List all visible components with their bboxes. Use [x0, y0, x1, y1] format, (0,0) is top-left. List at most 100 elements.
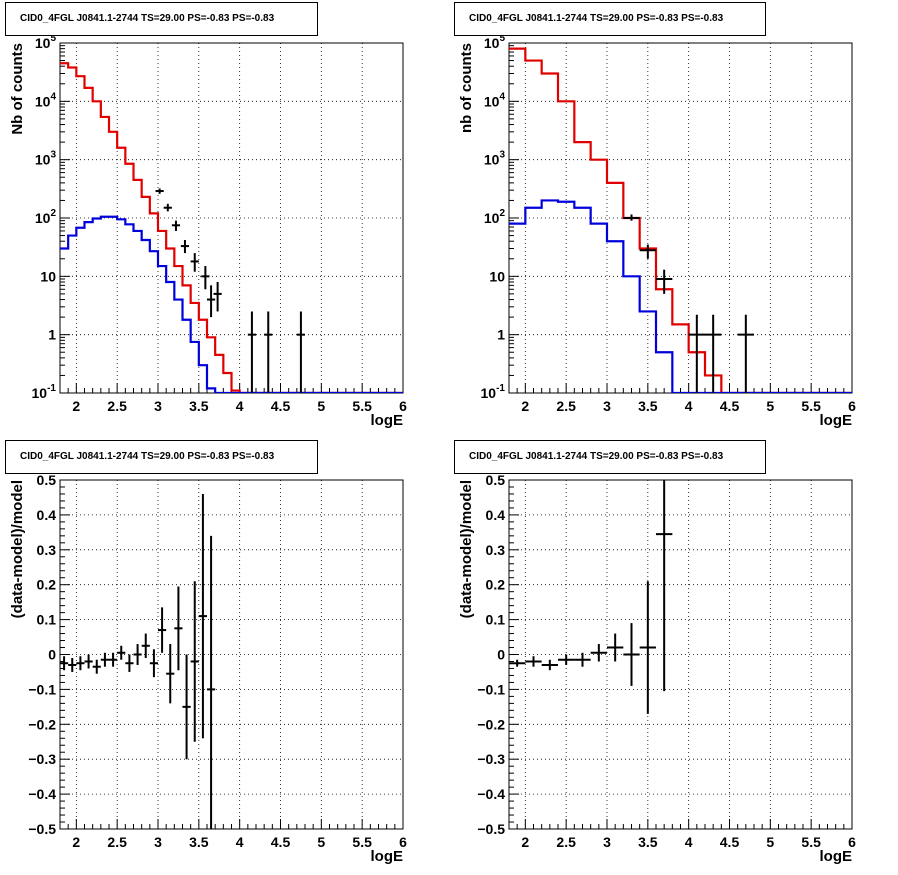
y-tick-label: 0 [497, 647, 505, 663]
x-tick-label: 5 [317, 398, 325, 414]
data-points-1 [155, 188, 305, 393]
x-tick-label: 4.5 [271, 834, 291, 850]
grid-1 [60, 43, 403, 393]
chart-3: 2 2.5 3 3.5 4 4.5 5 5.5 6 −0.5 −0.4 −0.3 −0.2 −0.1 0 0.… [9, 472, 407, 865]
y-tick-label: 0.4 [486, 507, 506, 523]
plot-frame-3 [59, 479, 404, 830]
data-layer-2 [509, 47, 852, 393]
x-tick-label: 6 [848, 834, 856, 850]
model-source-step-1 [60, 215, 403, 393]
plot-frame-1 [59, 42, 404, 394]
x-tick-label: 3 [154, 398, 162, 414]
model-total-step-1 [60, 62, 403, 393]
y-tick-label: 10-1 [481, 383, 506, 401]
y-tick-label: −0.5 [28, 821, 56, 837]
x-tick-label: 4 [685, 834, 693, 850]
x-tick-label: 3 [603, 834, 611, 850]
model-source-step-2 [509, 199, 852, 393]
y-tick-label: 103 [35, 150, 57, 168]
y-tick-label: 1 [48, 327, 56, 343]
y-axis-label-2: nb of counts [458, 43, 475, 133]
x-tick-label: 3.5 [638, 834, 658, 850]
chart-1: 2 2.5 3 3.5 4 4.5 5 5.5 6 10-1 1 10 102 103 104 105 logE… [9, 33, 407, 429]
x-tick-label: 6 [399, 834, 407, 850]
x-tick-label: 3.5 [189, 834, 209, 850]
x-tick-label: 2.5 [556, 398, 576, 414]
y-tick-label: 105 [35, 33, 57, 51]
x-tick-label: 5 [317, 834, 325, 850]
grid-2 [509, 43, 852, 393]
x-axis-label-3: logE [371, 848, 404, 865]
y-tick-label: 0.5 [37, 472, 57, 488]
x-tick-label: 5 [766, 398, 774, 414]
x-axis-label-1: logE [371, 412, 404, 429]
x-tick-label: 4 [236, 834, 244, 850]
x-tick-label: 4.5 [720, 398, 740, 414]
plot-frame-2 [508, 42, 853, 394]
y-tick-label: −0.4 [477, 786, 505, 802]
data-points-3 [60, 493, 216, 829]
y-axis-label-3: (data-model)/model [9, 480, 26, 618]
x-tick-label: 3.5 [189, 398, 209, 414]
y-tick-label: 10 [40, 268, 56, 284]
minor-ticks-1 [59, 42, 404, 394]
x-tick-label: 5.5 [352, 834, 372, 850]
x-tick-label: 2.5 [107, 398, 127, 414]
grid-3 [60, 480, 403, 829]
y-tick-label: −0.2 [28, 716, 56, 732]
y-tick-label: 10-1 [32, 383, 57, 401]
y-tick-label: 102 [35, 208, 57, 226]
y-tick-label: −0.4 [28, 786, 56, 802]
y-tick-label: −0.3 [28, 751, 56, 767]
x-tick-label: 4 [685, 398, 693, 414]
chart-title-4: CID0_4FGL J0841.1-2744 TS=29.00 PS=-0.83… [454, 440, 766, 474]
y-tick-label: −0.3 [477, 751, 505, 767]
x-tick-label: 3 [154, 834, 162, 850]
x-tick-label: 4.5 [720, 834, 740, 850]
x-axis-label-4: logE [820, 848, 853, 865]
y-tick-label: 0 [48, 647, 56, 663]
minor-ticks-3 [59, 479, 404, 830]
y-axis-label-4: (data-model)/model [458, 480, 475, 618]
plot-frame-4 [508, 479, 853, 830]
x-tick-label: 5 [766, 834, 774, 850]
x-axis-label-2: logE [820, 412, 853, 429]
y-axis-label-1: Nb of counts [9, 43, 26, 135]
y-tick-label: −0.1 [477, 681, 505, 697]
x-tick-label: 6 [848, 398, 856, 414]
chart-title-1: CID0_4FGL J0841.1-2744 TS=29.00 PS=-0.83… [5, 2, 318, 36]
data-layer-4 [509, 480, 673, 714]
y-tick-label: 0.4 [37, 507, 57, 523]
x-tick-label: 2.5 [107, 834, 127, 850]
y-tick-label: 104 [484, 91, 506, 109]
y-tick-label: 0.3 [486, 542, 506, 558]
x-tick-label: 4 [236, 398, 244, 414]
minor-ticks-2 [508, 42, 853, 394]
data-layer-1 [60, 62, 403, 393]
y-tick-label: 0.5 [486, 472, 506, 488]
x-tick-label: 2.5 [556, 834, 576, 850]
grid-4 [509, 480, 852, 829]
y-tick-label: 0.1 [486, 612, 506, 628]
chart-title-2: CID0_4FGL J0841.1-2744 TS=29.00 PS=-0.83… [454, 2, 766, 36]
y-tick-label: 0.1 [37, 612, 57, 628]
minor-ticks-4 [508, 479, 853, 830]
x-tick-label: 5.5 [352, 398, 372, 414]
y-tick-label: 1 [497, 327, 505, 343]
x-tick-label: 2 [72, 398, 80, 414]
model-total-step-2 [509, 47, 852, 393]
x-tick-label: 3.5 [638, 398, 658, 414]
y-tick-label: 10 [489, 268, 505, 284]
y-tick-label: −0.1 [28, 681, 56, 697]
y-tick-label: −0.5 [477, 821, 505, 837]
x-tick-label: 5.5 [801, 834, 821, 850]
y-tick-label: 0.3 [37, 542, 57, 558]
x-tick-label: 6 [399, 398, 407, 414]
y-tick-label: 105 [484, 33, 506, 51]
data-points-4 [509, 480, 673, 714]
y-tick-label: 104 [35, 91, 57, 109]
data-layer-3 [60, 493, 216, 829]
x-tick-label: 2 [521, 398, 529, 414]
x-tick-label: 5.5 [801, 398, 821, 414]
